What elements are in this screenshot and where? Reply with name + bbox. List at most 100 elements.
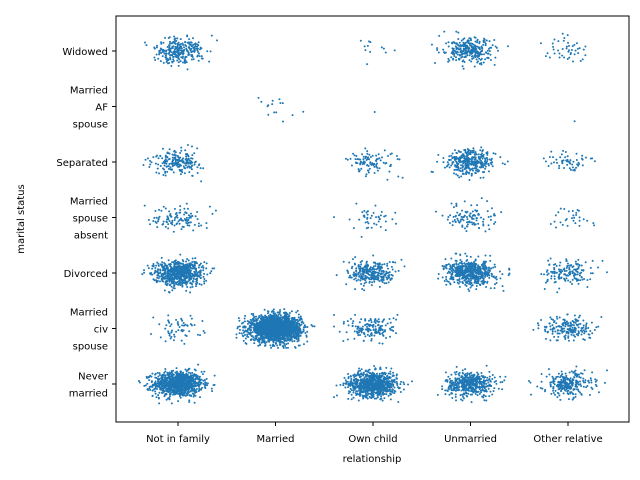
data-point: [564, 372, 567, 375]
data-point: [304, 332, 307, 335]
data-point: [474, 378, 477, 381]
data-point: [187, 386, 190, 389]
data-point: [381, 342, 384, 345]
data-point: [272, 320, 275, 323]
data-point: [372, 328, 375, 331]
data-point: [369, 318, 372, 321]
data-point: [385, 393, 388, 396]
data-point: [358, 367, 361, 370]
data-point: [369, 396, 372, 399]
data-point: [564, 382, 567, 385]
data-point: [367, 386, 370, 389]
data-point: [211, 390, 214, 393]
data-point: [184, 368, 187, 371]
data-point: [146, 382, 149, 385]
data-point: [364, 390, 367, 393]
data-point: [377, 323, 380, 326]
data-point: [371, 325, 374, 328]
data-point: [255, 334, 258, 337]
data-point: [590, 381, 593, 384]
data-point: [255, 329, 258, 332]
data-point: [166, 388, 169, 390]
data-point: [272, 338, 275, 341]
data-point: [552, 380, 555, 383]
data-point: [392, 317, 395, 320]
data-point: [446, 380, 449, 383]
data-point: [189, 314, 192, 317]
data-point: [397, 386, 400, 389]
data-point: [369, 386, 372, 389]
data-point: [574, 369, 577, 372]
data-point: [488, 375, 491, 378]
data-point: [150, 332, 153, 335]
data-point: [358, 389, 361, 392]
data-point: [468, 389, 471, 392]
data-point: [452, 389, 455, 392]
data-point: [373, 320, 376, 323]
data-point: [606, 369, 608, 372]
data-point: [353, 330, 356, 333]
data-point: [370, 321, 373, 324]
data-point: [382, 379, 385, 382]
data-point: [268, 318, 271, 321]
data-point: [294, 335, 297, 338]
data-point: [165, 379, 168, 382]
data-point: [251, 335, 254, 338]
data-point: [298, 344, 301, 347]
data-point: [357, 373, 360, 376]
data-point: [296, 324, 299, 327]
data-point: [375, 391, 378, 394]
data-point: [354, 325, 357, 328]
data-point: [481, 395, 484, 398]
data-point: [539, 387, 542, 389]
data-point: [451, 397, 454, 400]
data-point: [391, 380, 394, 383]
data-point: [175, 330, 178, 333]
data-point: [283, 317, 286, 320]
data-point: [547, 368, 550, 371]
data-point: [569, 377, 572, 380]
data-point: [347, 324, 350, 327]
data-point: [393, 386, 396, 389]
data-point: [436, 393, 439, 396]
data-point: [375, 330, 378, 333]
data-point: [350, 393, 353, 396]
data-point: [459, 394, 462, 397]
data-point: [373, 334, 376, 337]
data-point: [464, 373, 467, 376]
data-point: [173, 333, 176, 336]
data-point: [367, 392, 370, 395]
data-point: [257, 340, 260, 343]
data-point: [362, 390, 365, 393]
data-point: [478, 387, 481, 390]
data-point: [285, 324, 288, 326]
data-point: [395, 332, 398, 335]
data-point: [349, 317, 352, 320]
data-point: [361, 328, 364, 331]
data-point: [382, 388, 385, 391]
data-point: [186, 381, 189, 384]
data-point: [372, 323, 375, 326]
data-point: [560, 370, 563, 373]
data-point: [353, 337, 356, 340]
data-point: [579, 376, 582, 379]
data-point: [387, 394, 390, 397]
data-point: [274, 322, 277, 325]
data-point: [481, 388, 484, 391]
data-point: [198, 378, 201, 381]
data-point: [196, 375, 199, 378]
data-point: [395, 374, 398, 377]
data-point: [199, 396, 201, 399]
data-point: [393, 379, 396, 382]
data-point: [175, 367, 178, 370]
data-point: [192, 385, 195, 388]
data-point: [344, 386, 347, 389]
data-point: [240, 332, 243, 335]
data-point: [165, 398, 168, 401]
data-point: [175, 370, 178, 373]
data-point: [384, 324, 387, 327]
data-point: [454, 380, 457, 383]
data-point: [270, 346, 273, 349]
data-point: [246, 333, 249, 336]
data-point: [279, 329, 282, 332]
